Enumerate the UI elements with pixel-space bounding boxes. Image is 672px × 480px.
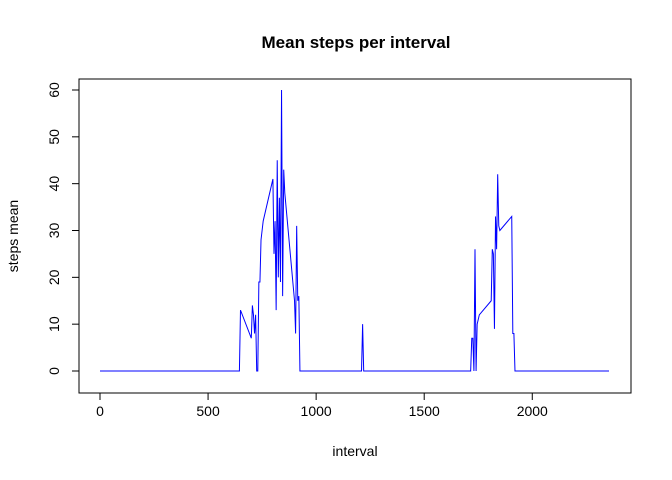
y-tick-label: 60 — [46, 82, 62, 98]
series-layer — [100, 89, 609, 372]
x-tick-label: 2000 — [517, 403, 548, 419]
y-tick-label: 50 — [46, 129, 62, 145]
y-axis-label: steps mean — [5, 200, 21, 272]
plot-frame — [78, 78, 632, 394]
y-tick-label: 0 — [46, 367, 62, 375]
x-tick-label: 1000 — [301, 403, 332, 419]
x-tick-label: 0 — [96, 403, 104, 419]
x-tick-label: 500 — [196, 403, 220, 419]
y-tick-label: 40 — [46, 176, 62, 192]
x-axis: 0 500 1000 1500 2000 — [96, 392, 548, 419]
y-tick-label: 20 — [46, 269, 62, 285]
chart-title: Mean steps per interval — [262, 33, 451, 52]
y-tick-label: 10 — [46, 316, 62, 332]
y-axis: 0 10 20 30 40 50 60 — [46, 82, 80, 375]
series-line-0 — [100, 89, 609, 372]
x-axis-label: interval — [332, 443, 377, 459]
x-tick-label: 1500 — [409, 403, 440, 419]
y-tick-label: 30 — [46, 223, 62, 239]
